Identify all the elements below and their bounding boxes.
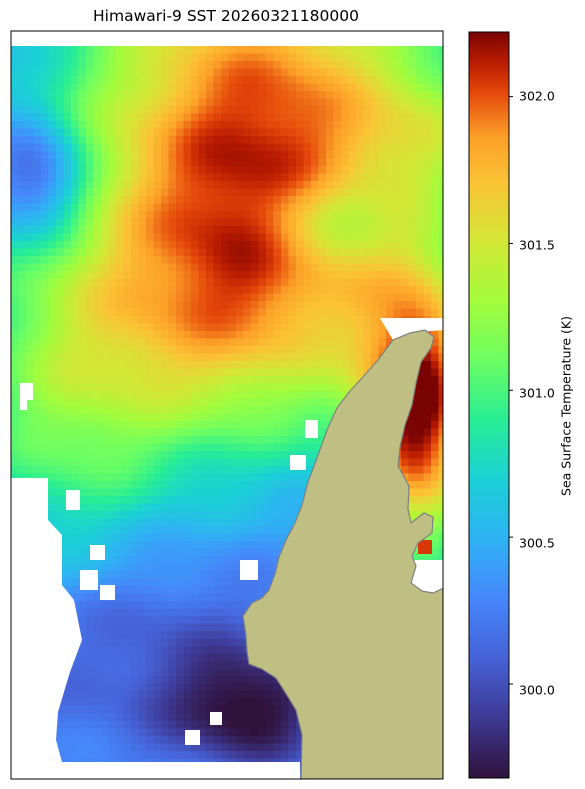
no-data-patch [90, 545, 105, 560]
colorbar-tick-label-301-0: 301.0 [519, 385, 555, 401]
colorbar [469, 32, 509, 778]
map-frame [10, 30, 444, 780]
land-mass [242, 329, 443, 779]
colorbar-label: Sea Surface Temperature (K) [558, 316, 574, 496]
no-data-patch [80, 570, 98, 590]
no-data-patch [210, 712, 222, 725]
no-data-patch [305, 420, 318, 438]
colorbar-tick-label-300-5: 300.5 [519, 535, 555, 551]
colorbar-tick-label-300-0: 300.0 [519, 682, 555, 698]
no-data-patch [66, 490, 80, 510]
no-data-patch [100, 585, 115, 600]
no-data-patch [20, 383, 33, 410]
no-data-patch [11, 478, 300, 779]
no-data-area [11, 31, 443, 779]
no-data-patch [11, 31, 443, 46]
no-data-patch [380, 318, 443, 340]
no-data-patch [290, 455, 306, 470]
colorbar-ticks [509, 96, 513, 685]
figure-title: Himawari-9 SST 20260321180000 [93, 7, 359, 25]
colorbar-tick-label-302-0: 302.0 [519, 88, 555, 104]
no-data-patch [240, 560, 258, 580]
map-panel [11, 31, 443, 779]
sst-pixel [418, 540, 432, 554]
no-data-patch [185, 730, 200, 745]
colorbar-frame [468, 31, 510, 779]
colorbar-tick-label-301-5: 301.5 [519, 237, 555, 253]
